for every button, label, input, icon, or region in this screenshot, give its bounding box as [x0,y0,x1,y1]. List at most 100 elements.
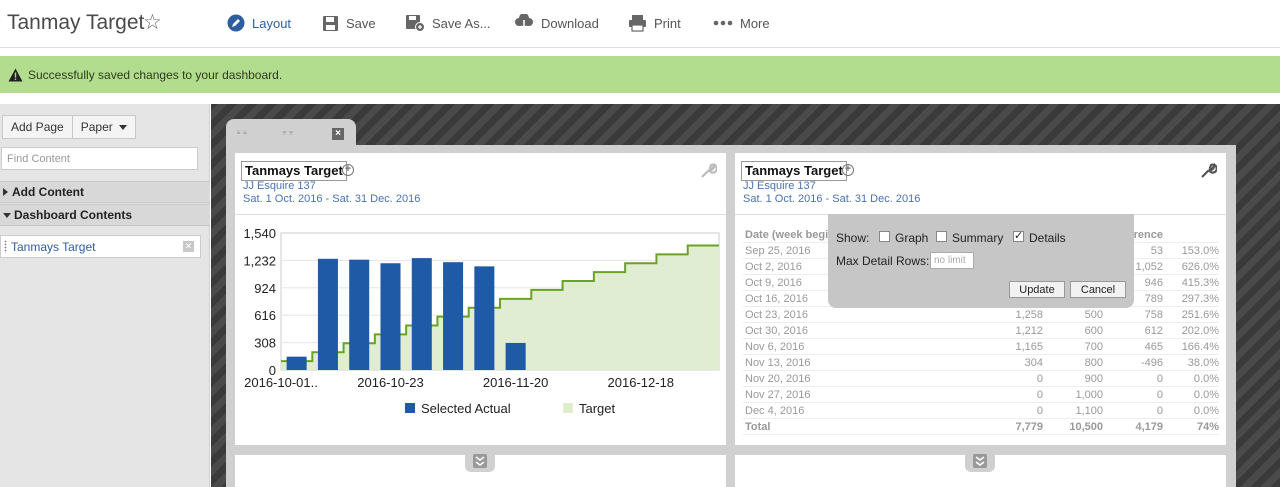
chart-panel-segment: JJ Esquire 137 [243,180,316,192]
table-cell: 74% [1196,421,1219,433]
expand-tab[interactable] [965,452,995,472]
graph-checkbox[interactable] [879,231,890,242]
max-rows-label: Max Detail Rows: [836,254,930,268]
table-cell: Nov 20, 2016 [745,373,811,385]
save-as-label: Save As... [432,15,491,31]
table-cell: 900 [1084,373,1103,385]
table-cell: 297.3% [1181,293,1219,305]
table-cell: 465 [1144,341,1163,353]
table-panel-title[interactable]: Tanmays Target [741,161,847,181]
table-panel-date-range: Sat. 1 Oct. 2016 - Sat. 31 Dec. 2016 [743,193,921,205]
chart-panel-title[interactable]: Tanmays Target [241,161,347,181]
drag-handle-icon[interactable] [4,240,7,253]
remove-item-icon[interactable]: ✕ [183,241,194,252]
wrench-icon[interactable] [1200,162,1217,179]
more-button[interactable]: More [713,12,770,34]
table-total-row: Total 7,779 10,500 4,179 74% [743,419,1219,435]
x-tick-label: 2016-12-18 [608,375,675,390]
table-cell: 1,165 [1015,341,1043,353]
show-label: Show: [836,231,870,245]
triangle-down-icon [3,212,11,218]
more-label: More [740,15,770,31]
add-page-label: Add Page [11,120,64,134]
table-cell: 600 [1084,325,1103,337]
table-cell: 612 [1144,325,1163,337]
table-cell: 0.0% [1193,405,1219,417]
table-cell: Dec 4, 2016 [745,405,805,417]
table-cell: 1,052 [1135,261,1163,273]
more-icon [713,20,733,26]
table-cell: 7,779 [1015,421,1043,433]
table-cell: Oct 2, 2016 [745,261,802,273]
chart-panel-date-range: Sat. 1 Oct. 2016 - Sat. 31 Dec. 2016 [243,193,421,205]
table-row: Oct 23, 2016 1,258 500 758 251.6% [743,307,1219,323]
find-content-input[interactable] [1,147,198,170]
table-row: Nov 13, 2016 304 800 -496 38.0% [743,355,1219,371]
details-label: Details [1029,231,1066,245]
save-as-button[interactable]: Save As... [405,12,491,34]
table-cell: rence [1133,229,1163,241]
dashboard-contents-section[interactable]: Dashboard Contents [0,204,210,226]
download-label: Download [541,15,599,31]
expand-tab[interactable] [465,452,495,472]
favorite-star-icon[interactable]: ☆ [143,11,162,34]
table-cell: 800 [1084,357,1103,369]
bar-selected-actual [505,342,526,370]
table-cell: 0 [1156,389,1163,401]
table-cell: 1,100 [1075,405,1103,417]
add-icon[interactable]: + [842,164,854,176]
layout-button[interactable]: Layout [227,12,291,34]
move-bottom-icon[interactable] [282,128,294,137]
table-row: Oct 30, 2016 1,212 600 612 202.0% [743,323,1219,339]
dashboard-item[interactable]: Tanmays Target ✕ [0,235,201,258]
update-button[interactable]: Update [1009,281,1065,298]
triangle-right-icon [3,188,8,196]
notification-text: Successfully saved changes to your dashb… [28,67,283,82]
print-button[interactable]: Print [628,12,681,34]
caret-down-icon [118,124,127,130]
y-tick-label: 616 [254,308,276,323]
add-content-section[interactable]: Add Content [0,181,210,203]
table-cell: Date (week begi [745,229,829,241]
download-button[interactable]: Download [514,12,599,34]
add-page-button[interactable]: Add Page [2,115,73,139]
save-icon [323,15,338,31]
y-tick-label: 308 [254,336,276,351]
close-page-icon[interactable]: × [332,128,344,140]
table-cell: 789 [1144,293,1163,305]
table-cell: Oct 30, 2016 [745,325,808,337]
table-cell: 10,500 [1069,421,1103,433]
table-cell: 1,212 [1015,325,1043,337]
wrench-icon[interactable] [700,162,717,179]
save-label: Save [346,15,376,31]
legend-label-selected-actual: Selected Actual [421,401,511,416]
table-cell: 53 [1150,245,1163,257]
bar-selected-actual [474,266,495,370]
table-cell: 166.4% [1181,341,1219,353]
table-cell: 4,179 [1135,421,1163,433]
table-cell: 0 [1036,405,1043,417]
table-cell: 0 [1036,389,1043,401]
table-cell: 0.0% [1193,373,1219,385]
table-cell: 0 [1156,373,1163,385]
paper-label: Paper [80,120,113,134]
max-rows-input[interactable] [930,252,974,269]
table-cell: 700 [1084,341,1103,353]
y-tick-label: 924 [254,281,276,296]
summary-checkbox[interactable] [936,231,947,242]
move-top-icon[interactable] [236,128,248,137]
add-icon[interactable]: + [342,164,354,176]
dashboard-contents-label: Dashboard Contents [14,208,133,222]
cancel-button[interactable]: Cancel [1070,281,1126,298]
paper-dropdown[interactable]: Paper [72,115,136,139]
details-checkbox[interactable] [1013,229,1024,242]
table-row: Nov 27, 2016 0 1,000 0 0.0% [743,387,1219,403]
table-row: Dec 4, 2016 0 1,100 0 0.0% [743,403,1219,419]
bar-selected-actual [286,356,307,370]
bar-selected-actual [349,259,370,370]
table-cell: 415.3% [1181,277,1219,289]
table-cell: Nov 27, 2016 [745,389,811,401]
legend-label-target: Target [579,401,616,416]
save-button[interactable]: Save [322,12,376,34]
